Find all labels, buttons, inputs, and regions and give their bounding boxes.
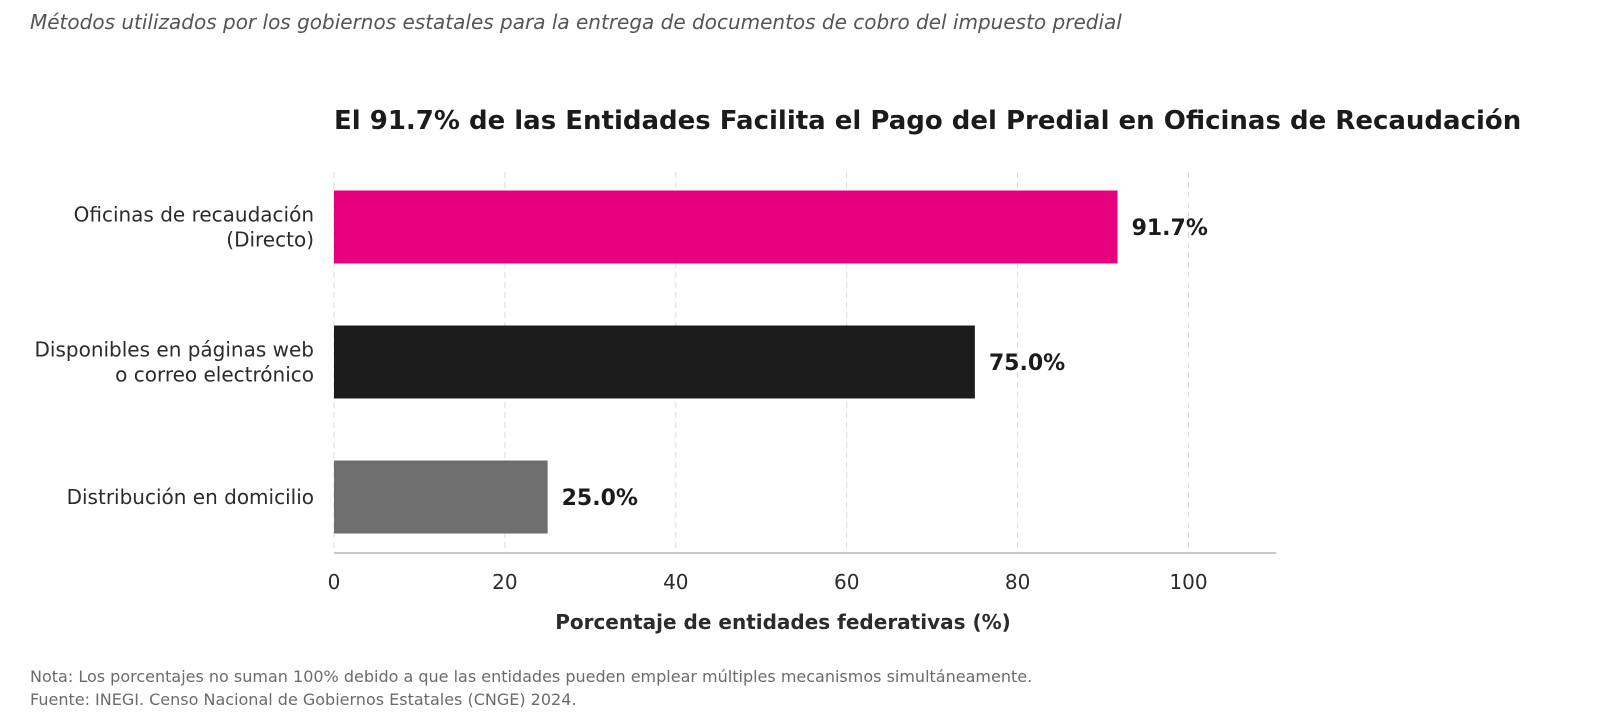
category-label: Distribución en domicilio [67,485,314,509]
bar-value-label: 25.0% [562,486,638,511]
chart-subtitle: Métodos utilizados por los gobiernos est… [30,10,1122,34]
x-tick-label: 80 [1005,570,1030,594]
category-label: o correo electrónico [115,363,314,387]
x-tick-label: 40 [663,570,688,594]
x-tick-label: 20 [492,570,517,594]
chart-title: El 91.7% de las Entidades Facilita el Pa… [334,106,1522,136]
bar-value-label: 91.7% [1132,216,1208,241]
bar [334,460,548,534]
source-note: Fuente: INEGI. Censo Nacional de Gobiern… [30,690,577,709]
bar [334,325,975,399]
x-axis-title: Porcentaje de entidades federativas (%) [555,610,1011,634]
x-tick-label: 100 [1169,570,1207,594]
category-label: Oficinas de recaudación [74,203,314,227]
category-label: Disponibles en páginas web [35,338,314,362]
category-label: (Directo) [226,228,314,252]
x-tick-label: 60 [834,570,859,594]
x-tick-label: 0 [328,570,341,594]
bar-value-label: 75.0% [989,351,1065,376]
footnote: Nota: Los porcentajes no suman 100% debi… [30,667,1033,686]
bar [334,190,1118,264]
